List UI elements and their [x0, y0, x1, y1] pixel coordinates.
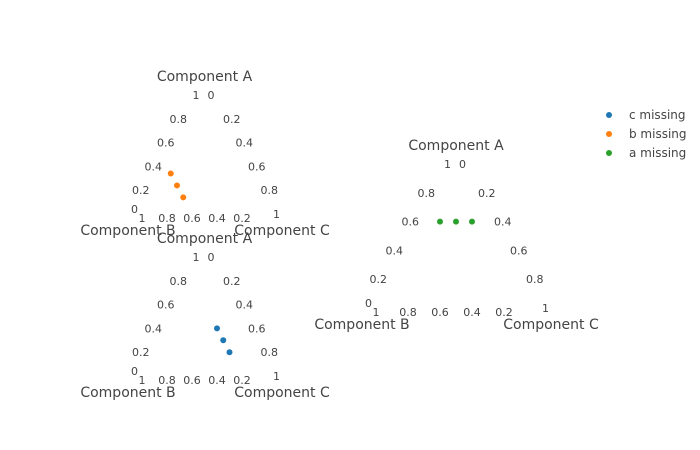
data-point-b-missing — [180, 194, 187, 201]
tick-a: 0.6 — [157, 299, 175, 312]
data-point-a-missing — [437, 218, 443, 225]
axis-title-b: Component B — [314, 317, 409, 333]
tick-a: 0.2 — [132, 184, 150, 197]
tick-c: 0.6 — [510, 244, 528, 257]
data-point-a-missing — [469, 218, 475, 225]
data-point-b-missing — [174, 182, 180, 189]
tick-b: 0.8 — [158, 374, 176, 387]
tick-c: 1 — [542, 302, 549, 315]
tick-a: 0.8 — [170, 113, 188, 126]
tick-b: 0.8 — [158, 212, 176, 225]
legend-marker-c-missing — [606, 112, 612, 118]
legend-label-b-missing: b missing — [629, 127, 687, 141]
tick-b: 0.6 — [431, 306, 449, 319]
tick-b: 0 — [131, 203, 138, 216]
tick-a: 0.4 — [386, 244, 404, 257]
tick-c: 0.8 — [261, 184, 279, 197]
axis-title-a: Component A — [408, 138, 504, 154]
data-point-b-missing — [167, 170, 174, 177]
tick-c: 1 — [273, 208, 280, 221]
tick-c: 0.4 — [236, 137, 254, 150]
tick-b: 0.6 — [183, 212, 201, 225]
tick-c: 0.4 — [236, 299, 254, 312]
data-point-c-missing — [214, 325, 220, 332]
tick-b: 0.4 — [463, 306, 481, 319]
data-point-c-missing — [220, 337, 227, 344]
tick-c: 0.2 — [223, 275, 241, 288]
tick-c: 0.2 — [478, 187, 496, 200]
tick-c: 0.6 — [248, 322, 266, 335]
tick-a: 0.6 — [402, 216, 420, 229]
tick-b: 1 — [373, 306, 380, 319]
legend-marker-a-missing — [606, 150, 612, 156]
tick-a: 1 — [193, 89, 200, 102]
legend-label-c-missing: c missing — [629, 108, 686, 122]
axis-title-c: Component C — [234, 385, 330, 401]
tick-a: 1 — [444, 158, 451, 171]
tick-b: 0.4 — [208, 374, 226, 387]
tick-c: 0 — [208, 89, 215, 102]
tick-c: 0.8 — [526, 273, 544, 286]
tick-c: 0.6 — [248, 160, 266, 173]
tick-a: 0.8 — [418, 187, 436, 200]
tick-b: 0 — [365, 297, 372, 310]
tick-c: 0.2 — [223, 113, 241, 126]
tick-b: 1 — [139, 212, 146, 225]
tick-a: 0.6 — [157, 137, 175, 150]
tick-b: 0.4 — [208, 212, 226, 225]
tick-a: 0.4 — [145, 322, 163, 335]
tick-b: 0.2 — [495, 306, 513, 319]
legend-marker-b-missing — [606, 131, 612, 137]
tick-c: 0.4 — [494, 216, 512, 229]
axis-title-b: Component B — [80, 223, 175, 239]
tick-b: 0.6 — [183, 374, 201, 387]
axis-title-c: Component C — [234, 223, 330, 239]
tick-a: 0.8 — [170, 275, 188, 288]
tick-b: 0 — [131, 365, 138, 378]
axis-title-a: Component A — [157, 231, 253, 247]
axis-title-c: Component C — [503, 317, 599, 333]
legend-label-a-missing: a missing — [629, 146, 686, 160]
tick-a: 0.2 — [370, 273, 388, 286]
data-point-c-missing — [226, 349, 233, 356]
tick-a: 0.4 — [145, 160, 163, 173]
tick-a: 1 — [193, 251, 200, 264]
axis-title-b: Component B — [80, 385, 175, 401]
tick-c: 0.8 — [261, 346, 279, 359]
tick-c: 0 — [208, 251, 215, 264]
data-point-a-missing — [453, 218, 459, 225]
tick-b: 1 — [139, 374, 146, 387]
axis-title-a: Component A — [157, 69, 253, 85]
tick-b: 0.2 — [233, 374, 251, 387]
tick-b: 0.2 — [233, 212, 251, 225]
tick-c: 0 — [459, 158, 466, 171]
tick-a: 0.2 — [132, 346, 150, 359]
tick-c: 1 — [273, 370, 280, 383]
tick-b: 0.8 — [399, 306, 417, 319]
